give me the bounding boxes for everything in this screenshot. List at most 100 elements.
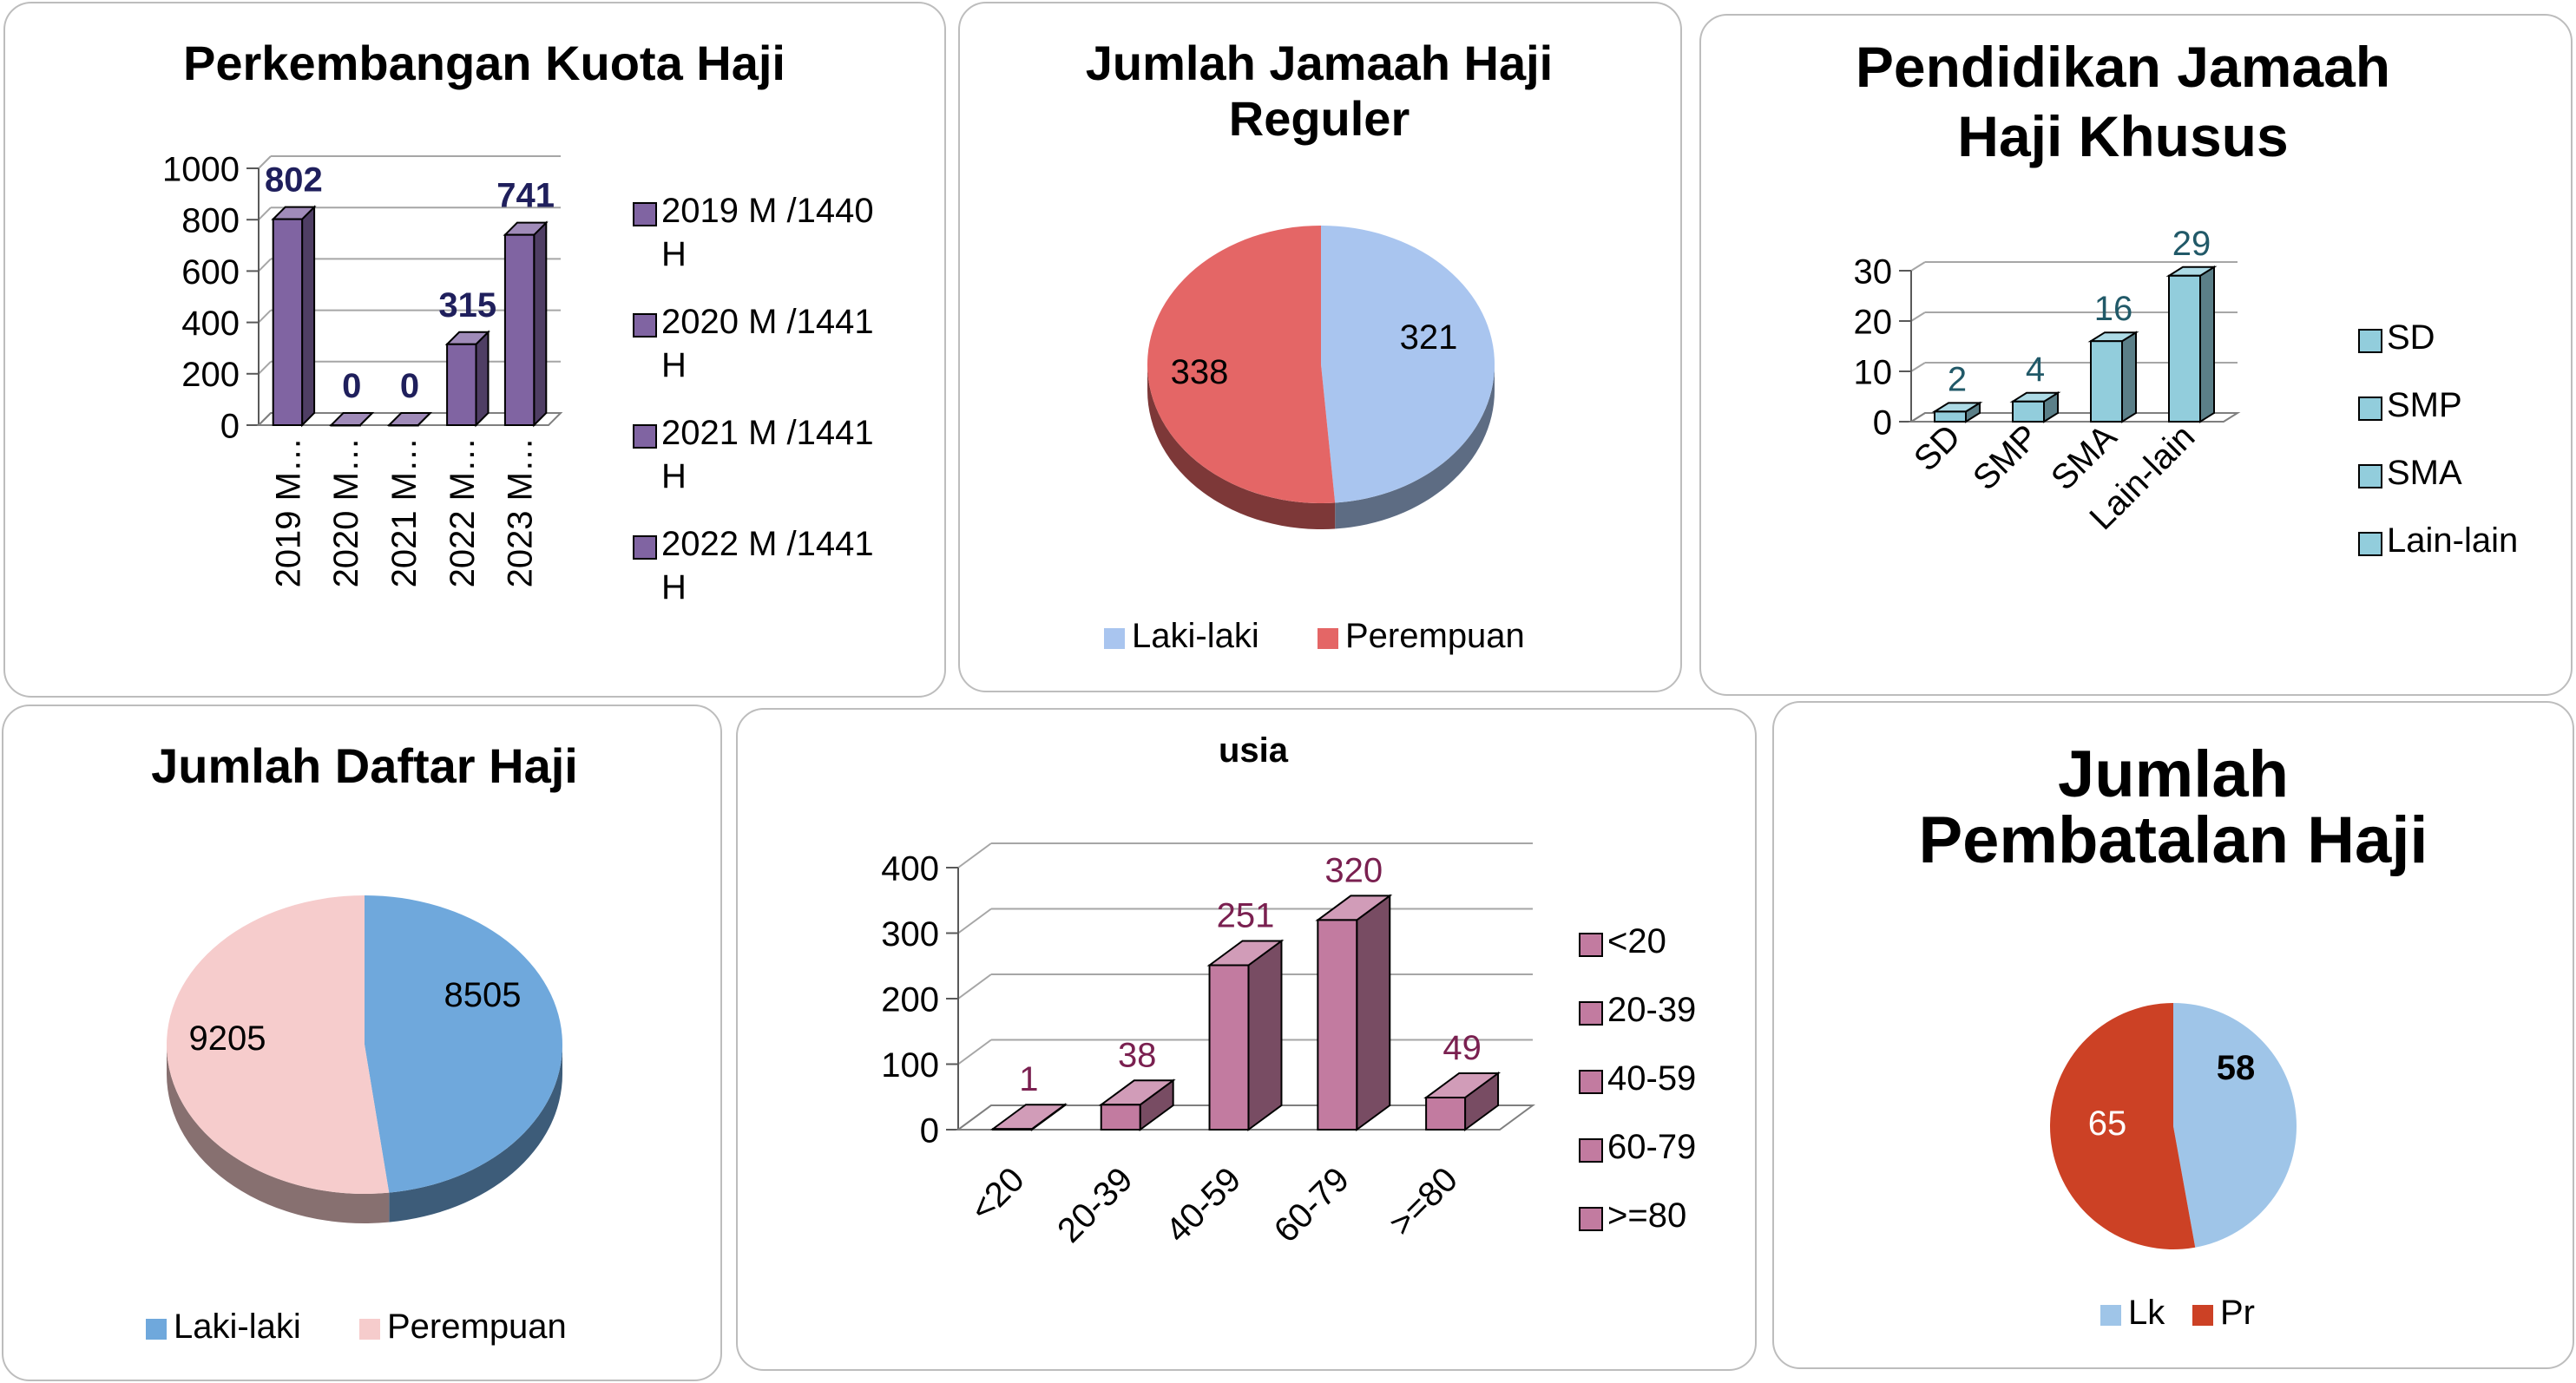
x-tick-label: 2019 M… bbox=[269, 437, 307, 587]
legend-swatch bbox=[633, 535, 657, 560]
bar bbox=[2168, 274, 2201, 423]
panel-kuota-haji: Perkembangan Kuota Haji 0 200 400 600 800 1000… bbox=[3, 2, 946, 698]
gridline-diagonal bbox=[258, 155, 272, 169]
y-tick-label: 1000 bbox=[162, 150, 240, 188]
legend-swatch bbox=[2358, 397, 2382, 421]
bar-side bbox=[1247, 939, 1283, 1131]
pie-slice bbox=[1147, 226, 1336, 503]
legend-swatch bbox=[359, 1319, 380, 1340]
pie-slice bbox=[167, 895, 390, 1194]
chart-title: Perkembangan Kuota Haji bbox=[183, 36, 785, 90]
legend-swatch bbox=[1579, 1207, 1603, 1231]
legend-swatch bbox=[1579, 1001, 1603, 1026]
data-label: 251 bbox=[1217, 896, 1275, 934]
legend-swatch bbox=[633, 202, 657, 226]
legend-label: 20-39 bbox=[1607, 991, 1696, 1029]
y-tick-label: 0 bbox=[920, 1111, 939, 1150]
pie-slice bbox=[1321, 226, 1495, 503]
data-label: 1 bbox=[1019, 1060, 1038, 1098]
legend-label: 2021 M /1441 bbox=[661, 414, 874, 452]
legend-label: 2022 M /1441 bbox=[661, 525, 874, 563]
bar-side bbox=[301, 205, 316, 428]
y-tick-label: 400 bbox=[181, 305, 240, 343]
bar bbox=[330, 424, 361, 427]
legend-swatch bbox=[2358, 532, 2382, 556]
legend-swatch bbox=[2358, 464, 2382, 488]
y-tick-label: 300 bbox=[881, 915, 939, 954]
bar-side bbox=[1356, 894, 1391, 1131]
legend-label: 60-79 bbox=[1607, 1128, 1696, 1166]
x-tick-label: 2020 M… bbox=[327, 437, 365, 587]
panel-jamaah-reguler: Jumlah Jamaah Haji Reguler 321 338 Laki-laki… bbox=[958, 2, 1682, 692]
pie-slice bbox=[2173, 1003, 2297, 1248]
data-label: 65 bbox=[2088, 1104, 2127, 1143]
legend-label: <20 bbox=[1607, 922, 1666, 960]
pie-side bbox=[1147, 364, 1336, 529]
y-tick-label: 400 bbox=[881, 849, 939, 888]
legend-swatch bbox=[1579, 1070, 1603, 1094]
data-label: 741 bbox=[496, 177, 555, 215]
y-tick-label: 0 bbox=[220, 407, 240, 445]
x-tick-label: 2023 M… bbox=[502, 437, 540, 587]
bar bbox=[388, 424, 419, 427]
y-tick-label: 0 bbox=[1873, 403, 1892, 442]
gridline-diagonal bbox=[957, 908, 992, 934]
pie-side bbox=[1335, 364, 1495, 529]
chart-title: usia bbox=[1219, 731, 1289, 770]
bar bbox=[1934, 410, 1967, 423]
data-label: 0 bbox=[400, 367, 419, 405]
gridline-diagonal bbox=[1910, 362, 1926, 372]
bar-top bbox=[329, 412, 375, 426]
bar bbox=[2012, 400, 2045, 423]
pie-slice bbox=[365, 895, 563, 1193]
gridline-diagonal bbox=[258, 206, 272, 220]
chart-title: Jumlah Daftar Haji bbox=[151, 738, 578, 793]
x-tick-label: >=80 bbox=[1382, 1160, 1465, 1243]
y-tick-label: 30 bbox=[1854, 252, 1893, 291]
x-tick-label: 40-59 bbox=[1159, 1160, 1248, 1249]
legend-swatch bbox=[633, 313, 657, 338]
title-line: Pendidikan Jamaah bbox=[1856, 35, 2390, 99]
panel-pendidikan-khusus: Pendidikan Jamaah Haji Khusus 0 10 20 30 2 SD 4 S… bbox=[1699, 14, 2573, 696]
bar bbox=[991, 1128, 1033, 1131]
legend-label: 40-59 bbox=[1607, 1059, 1696, 1098]
data-label: 315 bbox=[438, 286, 496, 324]
gridline-diagonal bbox=[258, 361, 272, 375]
legend-label: Pr bbox=[2220, 1294, 2255, 1332]
bar-side bbox=[2121, 331, 2137, 423]
data-label: 38 bbox=[1118, 1036, 1157, 1074]
bar-top bbox=[386, 412, 433, 426]
y-tick-label: 200 bbox=[181, 356, 240, 394]
data-label: 8505 bbox=[444, 976, 522, 1014]
chart-kuota-haji: Perkembangan Kuota Haji 0 200 400 600 800 1000… bbox=[162, 36, 874, 606]
panel-daftar-haji: Jumlah Daftar Haji 8505 9205 Laki-laki Perem… bbox=[2, 705, 722, 1381]
pie-slice bbox=[2049, 1003, 2196, 1249]
legend-swatch bbox=[1104, 628, 1125, 649]
legend-label: SMA bbox=[2387, 454, 2462, 492]
data-label: 49 bbox=[1442, 1029, 1482, 1067]
data-label: 321 bbox=[1400, 318, 1458, 357]
bar bbox=[1100, 1104, 1141, 1131]
legend-label: Perempuan bbox=[387, 1308, 567, 1346]
y-tick-label: 20 bbox=[1854, 303, 1893, 341]
bar-side bbox=[475, 330, 490, 428]
bar bbox=[446, 343, 477, 427]
title-line: Jumlah Jamaah Haji bbox=[1086, 36, 1553, 90]
data-label: 802 bbox=[265, 161, 323, 200]
bar bbox=[272, 218, 304, 426]
bar bbox=[1208, 964, 1250, 1131]
y-tick-label: 100 bbox=[881, 1046, 939, 1085]
legend-swatch bbox=[2358, 329, 2382, 353]
legend-label: 2019 M /1440 bbox=[661, 192, 874, 230]
legend-label: 2020 M /1441 bbox=[661, 303, 874, 341]
legend-label: Laki-laki bbox=[174, 1308, 301, 1346]
bar bbox=[1317, 919, 1358, 1131]
legend-swatch bbox=[1579, 933, 1603, 957]
panel-usia: usia 0 100 200 300 400 1 <20 38 20-39 251 40-59 320 6… bbox=[736, 708, 1757, 1371]
legend-label: SD bbox=[2387, 318, 2435, 357]
data-label: 29 bbox=[2172, 225, 2211, 263]
legend-label: H bbox=[661, 568, 687, 606]
chart-usia: usia 0 100 200 300 400 1 <20 38 20-39 251 40-59 320 6… bbox=[881, 731, 1696, 1250]
